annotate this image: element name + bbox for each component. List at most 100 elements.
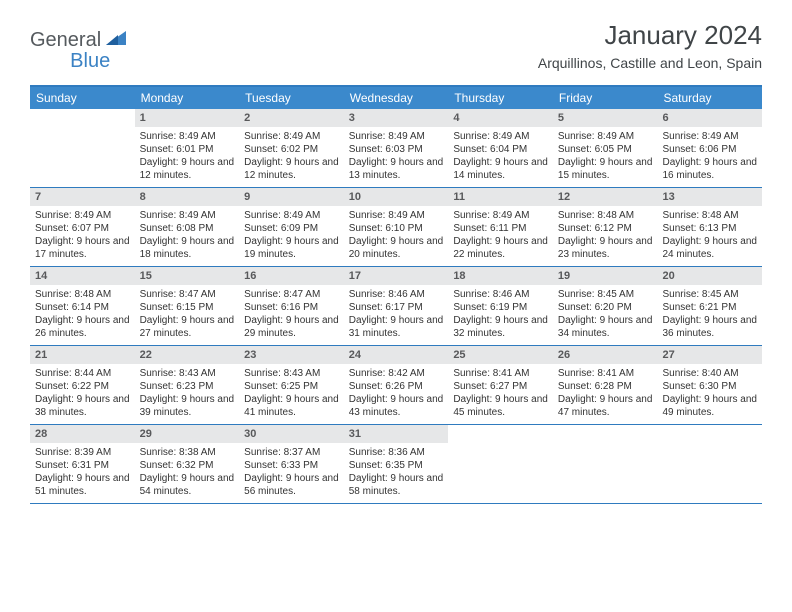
calendar-day-cell: 12Sunrise: 8:48 AMSunset: 6:12 PMDayligh… — [553, 188, 658, 266]
daylight-line: Daylight: 9 hours and 22 minutes. — [453, 235, 548, 261]
sunset-line: Sunset: 6:08 PM — [140, 222, 235, 235]
sunrise-line: Sunrise: 8:38 AM — [140, 446, 235, 459]
weekday-header: Tuesday — [239, 87, 344, 109]
day-number: 7 — [30, 188, 135, 206]
sunset-line: Sunset: 6:07 PM — [35, 222, 130, 235]
sunset-line: Sunset: 6:21 PM — [662, 301, 757, 314]
daylight-line: Daylight: 9 hours and 56 minutes. — [244, 472, 339, 498]
sunset-line: Sunset: 6:26 PM — [349, 380, 444, 393]
sunset-line: Sunset: 6:16 PM — [244, 301, 339, 314]
day-number: 22 — [135, 346, 240, 364]
day-number: 29 — [135, 425, 240, 443]
daylight-line: Daylight: 9 hours and 29 minutes. — [244, 314, 339, 340]
sunset-line: Sunset: 6:14 PM — [35, 301, 130, 314]
sunrise-line: Sunrise: 8:49 AM — [453, 209, 548, 222]
sunset-line: Sunset: 6:02 PM — [244, 143, 339, 156]
day-number: 20 — [657, 267, 762, 285]
daylight-line: Daylight: 9 hours and 23 minutes. — [558, 235, 653, 261]
sunset-line: Sunset: 6:32 PM — [140, 459, 235, 472]
calendar-day-cell: 5Sunrise: 8:49 AMSunset: 6:05 PMDaylight… — [553, 109, 658, 187]
calendar-day-cell: 11Sunrise: 8:49 AMSunset: 6:11 PMDayligh… — [448, 188, 553, 266]
sunrise-line: Sunrise: 8:49 AM — [140, 130, 235, 143]
sunrise-line: Sunrise: 8:49 AM — [35, 209, 130, 222]
sunrise-line: Sunrise: 8:49 AM — [244, 209, 339, 222]
sunrise-line: Sunrise: 8:43 AM — [140, 367, 235, 380]
day-number: 3 — [344, 109, 449, 127]
calendar-week-row: 1Sunrise: 8:49 AMSunset: 6:01 PMDaylight… — [30, 109, 762, 188]
calendar-day-cell: 18Sunrise: 8:46 AMSunset: 6:19 PMDayligh… — [448, 267, 553, 345]
day-number — [30, 109, 135, 113]
weekday-header-row: SundayMondayTuesdayWednesdayThursdayFrid… — [30, 87, 762, 109]
logo-text-blue: Blue — [70, 50, 110, 73]
day-number: 15 — [135, 267, 240, 285]
daylight-line: Daylight: 9 hours and 15 minutes. — [558, 156, 653, 182]
calendar-day-cell: 15Sunrise: 8:47 AMSunset: 6:15 PMDayligh… — [135, 267, 240, 345]
calendar-day-cell: 3Sunrise: 8:49 AMSunset: 6:03 PMDaylight… — [344, 109, 449, 187]
calendar-day-cell: 22 Sunrise: 8:43 AMSunset: 6:23 PMDayligh… — [135, 346, 240, 424]
daylight-line: Daylight: 9 hours and 14 minutes. — [453, 156, 548, 182]
calendar-day-cell: 4Sunrise: 8:49 AMSunset: 6:04 PMDaylight… — [448, 109, 553, 187]
sunset-line: Sunset: 6:10 PM — [349, 222, 444, 235]
calendar-day-cell: 10Sunrise: 8:49 AMSunset: 6:10 PMDayligh… — [344, 188, 449, 266]
day-number — [448, 425, 553, 429]
day-number: 12 — [553, 188, 658, 206]
day-number: 25 — [448, 346, 553, 364]
calendar-day-cell: 27Sunrise: 8:40 AMSunset: 6:30 PMDayligh… — [657, 346, 762, 424]
calendar-day-cell: 29Sunrise: 8:38 AMSunset: 6:32 PMDayligh… — [135, 425, 240, 503]
sunrise-line: Sunrise: 8:48 AM — [558, 209, 653, 222]
sunset-line: Sunset: 6:19 PM — [453, 301, 548, 314]
logo-text-general: General — [30, 29, 101, 52]
day-number: 16 — [239, 267, 344, 285]
daylight-line: Daylight: 9 hours and 39 minutes. — [140, 393, 235, 419]
day-number: 2 — [239, 109, 344, 127]
sunset-line: Sunset: 6:28 PM — [558, 380, 653, 393]
sunrise-line: Sunrise: 8:36 AM — [349, 446, 444, 459]
sunset-line: Sunset: 6:30 PM — [662, 380, 757, 393]
calendar-week-row: 28Sunrise: 8:39 AMSunset: 6:31 PMDayligh… — [30, 425, 762, 504]
calendar-day-cell — [30, 109, 135, 187]
sunset-line: Sunset: 6:09 PM — [244, 222, 339, 235]
daylight-line: Daylight: 9 hours and 13 minutes. — [349, 156, 444, 182]
calendar-day-cell: 25Sunrise: 8:41 AMSunset: 6:27 PMDayligh… — [448, 346, 553, 424]
sunrise-line: Sunrise: 8:46 AM — [349, 288, 444, 301]
weekday-header: Thursday — [448, 87, 553, 109]
calendar-day-cell: 2Sunrise: 8:49 AMSunset: 6:02 PMDaylight… — [239, 109, 344, 187]
daylight-line: Daylight: 9 hours and 38 minutes. — [35, 393, 130, 419]
day-number: 30 — [239, 425, 344, 443]
calendar-day-cell: 26Sunrise: 8:41 AMSunset: 6:28 PMDayligh… — [553, 346, 658, 424]
day-number: 13 — [657, 188, 762, 206]
day-number: 5 — [553, 109, 658, 127]
daylight-line: Daylight: 9 hours and 24 minutes. — [662, 235, 757, 261]
day-number: 11 — [448, 188, 553, 206]
sunrise-line: Sunrise: 8:39 AM — [35, 446, 130, 459]
calendar-week-row: 7Sunrise: 8:49 AMSunset: 6:07 PMDaylight… — [30, 188, 762, 267]
calendar-day-cell — [657, 425, 762, 503]
sunset-line: Sunset: 6:13 PM — [662, 222, 757, 235]
sunset-line: Sunset: 6:33 PM — [244, 459, 339, 472]
calendar-day-cell: 14Sunrise: 8:48 AMSunset: 6:14 PMDayligh… — [30, 267, 135, 345]
calendar-day-cell: 7Sunrise: 8:49 AMSunset: 6:07 PMDaylight… — [30, 188, 135, 266]
daylight-line: Daylight: 9 hours and 31 minutes. — [349, 314, 444, 340]
location-subtitle: Arquillinos, Castille and Leon, Spain — [538, 55, 762, 71]
sunrise-line: Sunrise: 8:49 AM — [662, 130, 757, 143]
sunset-line: Sunset: 6:23 PM — [140, 380, 235, 393]
day-number: 31 — [344, 425, 449, 443]
day-number: 28 — [30, 425, 135, 443]
day-number: 9 — [239, 188, 344, 206]
calendar-day-cell: 16Sunrise: 8:47 AMSunset: 6:16 PMDayligh… — [239, 267, 344, 345]
sunset-line: Sunset: 6:04 PM — [453, 143, 548, 156]
weekday-header: Sunday — [30, 87, 135, 109]
daylight-line: Daylight: 9 hours and 58 minutes. — [349, 472, 444, 498]
logo: General Blue — [30, 20, 148, 61]
day-number: 26 — [553, 346, 658, 364]
day-number: 18 — [448, 267, 553, 285]
sunrise-line: Sunrise: 8:41 AM — [453, 367, 548, 380]
day-number: 17 — [344, 267, 449, 285]
sunrise-line: Sunrise: 8:43 AM — [244, 367, 339, 380]
sunrise-line: Sunrise: 8:47 AM — [140, 288, 235, 301]
calendar-day-cell — [553, 425, 658, 503]
daylight-line: Daylight: 9 hours and 36 minutes. — [662, 314, 757, 340]
sunset-line: Sunset: 6:15 PM — [140, 301, 235, 314]
weekday-header: Wednesday — [344, 87, 449, 109]
sunrise-line: Sunrise: 8:49 AM — [244, 130, 339, 143]
